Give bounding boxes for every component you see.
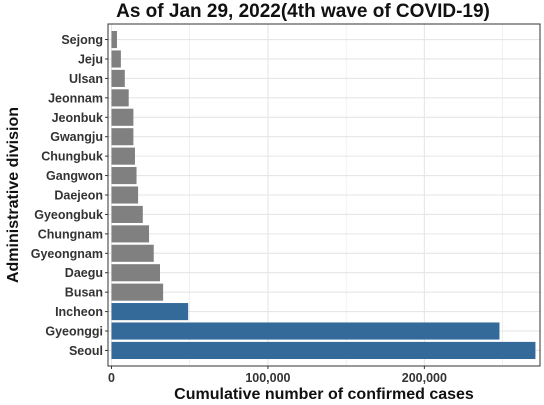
- x-axis-title: Cumulative number of confirmed cases: [174, 386, 474, 403]
- category-label-jeju: Jeju: [78, 52, 103, 66]
- category-label-jeonbuk: Jeonbuk: [52, 111, 103, 125]
- category-label-sejong: Sejong: [61, 33, 103, 47]
- category-label-daejeon: Daejeon: [54, 189, 103, 203]
- category-label-busan: Busan: [65, 286, 103, 300]
- bar-daejeon: [111, 186, 139, 204]
- x-tick-labels: 0 100,000 200,000: [108, 366, 447, 385]
- bar-gyeongnam: [111, 244, 154, 262]
- x-tick-label: 100,000: [245, 371, 290, 385]
- x-tick-label: 200,000: [402, 371, 447, 385]
- bar-jeonnam: [111, 89, 129, 107]
- category-label-gwangju: Gwangju: [50, 130, 103, 144]
- bar-gwangju: [111, 128, 134, 146]
- category-label-incheon: Incheon: [55, 305, 103, 319]
- bar-jeju: [111, 50, 121, 68]
- category-label-gyeongnam: Gyeongnam: [31, 247, 103, 261]
- category-label-seoul: Seoul: [69, 344, 103, 358]
- category-label-gangwon: Gangwon: [46, 169, 103, 183]
- x-tick-label: 0: [108, 371, 115, 385]
- bar-gyeongbuk: [111, 205, 143, 223]
- bar-gyeonggi: [111, 322, 500, 340]
- category-label-chungnam: Chungnam: [38, 227, 103, 241]
- bar-ulsan: [111, 69, 125, 87]
- category-label-chungbuk: Chungbuk: [41, 150, 103, 164]
- y-axis-title: Administrative division: [5, 107, 22, 283]
- bar-daegu: [111, 264, 160, 282]
- category-labels: Seoul Gyeonggi Incheon Busan Daegu Gyeongnam C…: [31, 33, 108, 358]
- bars: [111, 30, 536, 360]
- bar-chungnam: [111, 225, 150, 243]
- category-label-jeonnam: Jeonnam: [48, 91, 103, 105]
- bar-jeonbuk: [111, 108, 134, 126]
- plot-border: [107, 23, 541, 367]
- bar-chungbuk: [111, 147, 135, 165]
- bar-sejong: [111, 30, 117, 49]
- bar-seoul: [111, 341, 536, 360]
- bar-busan: [111, 283, 164, 301]
- bar-gangwon: [111, 167, 137, 185]
- bar-incheon: [111, 303, 189, 321]
- category-label-daegu: Daegu: [65, 266, 103, 280]
- category-label-gyeongbuk: Gyeongbuk: [34, 208, 103, 222]
- category-label-gyeonggi: Gyeonggi: [45, 325, 103, 339]
- category-label-ulsan: Ulsan: [69, 72, 103, 86]
- chart-title: As of Jan 29, 2022(4th wave of COVID-19): [116, 1, 490, 22]
